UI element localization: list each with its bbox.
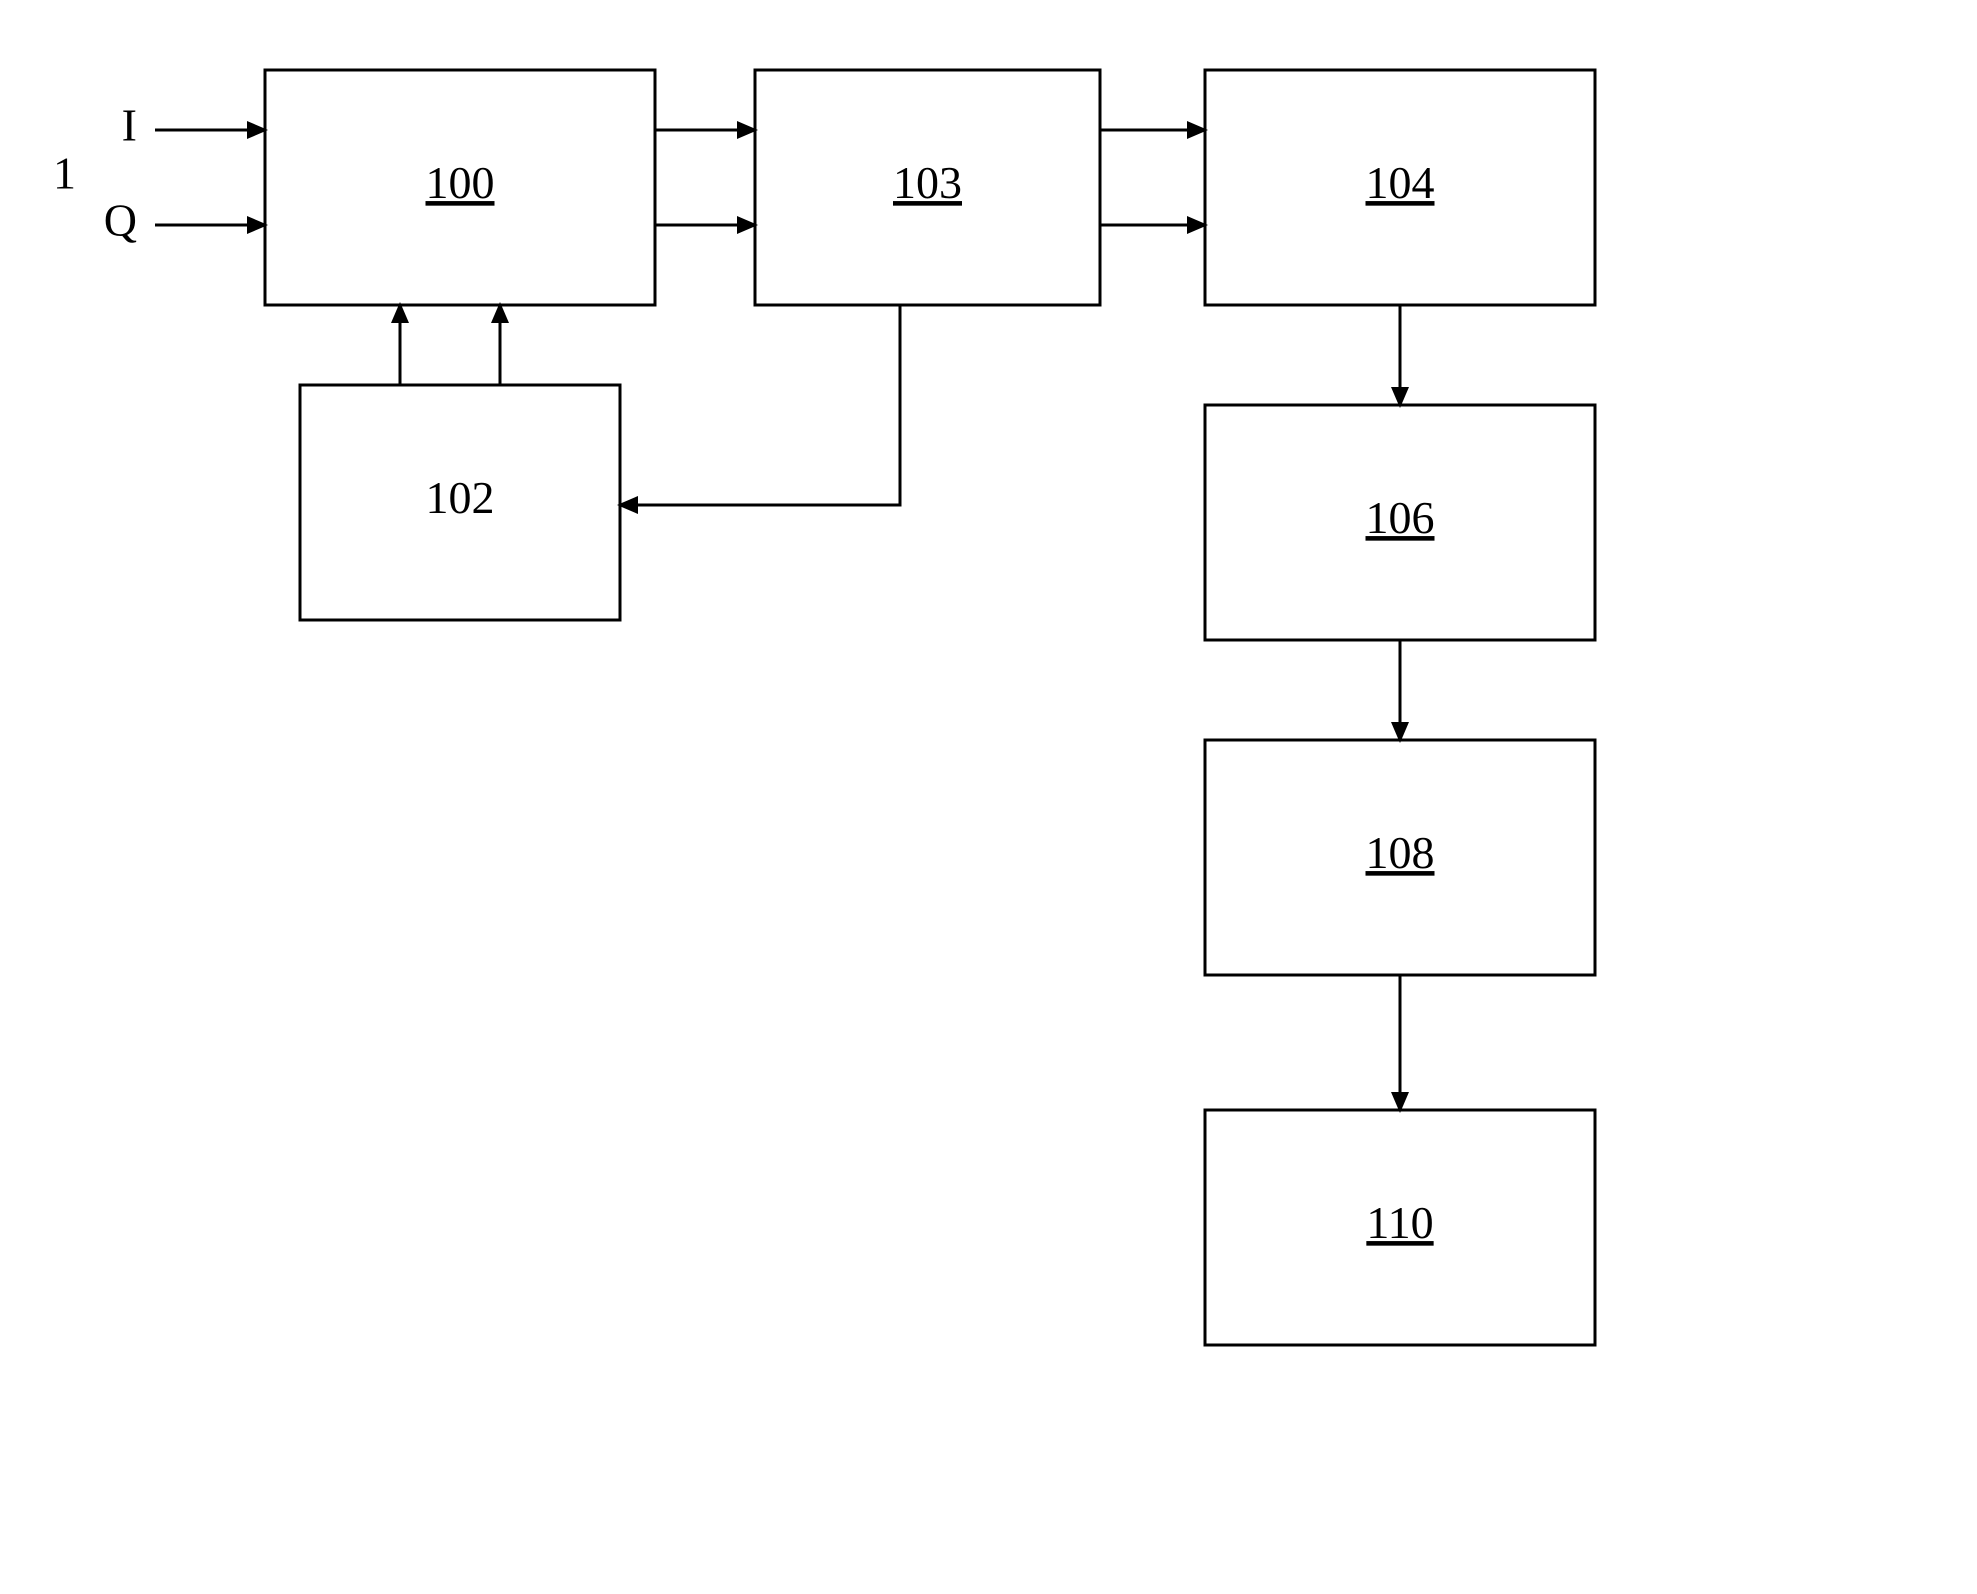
edge-103-102 [620,305,900,505]
block-label-110: 110 [1366,1197,1433,1248]
block-label-106: 106 [1366,492,1435,543]
block-label-102: 102 [426,472,495,523]
block-label-104: 104 [1366,157,1435,208]
diagram-number: 1 [53,148,76,199]
block-label-108: 108 [1366,827,1435,878]
block-label-100: 100 [426,157,495,208]
block-label-103: 103 [893,157,962,208]
input-label-Q: Q [104,195,137,246]
input-label-I: I [122,100,137,151]
